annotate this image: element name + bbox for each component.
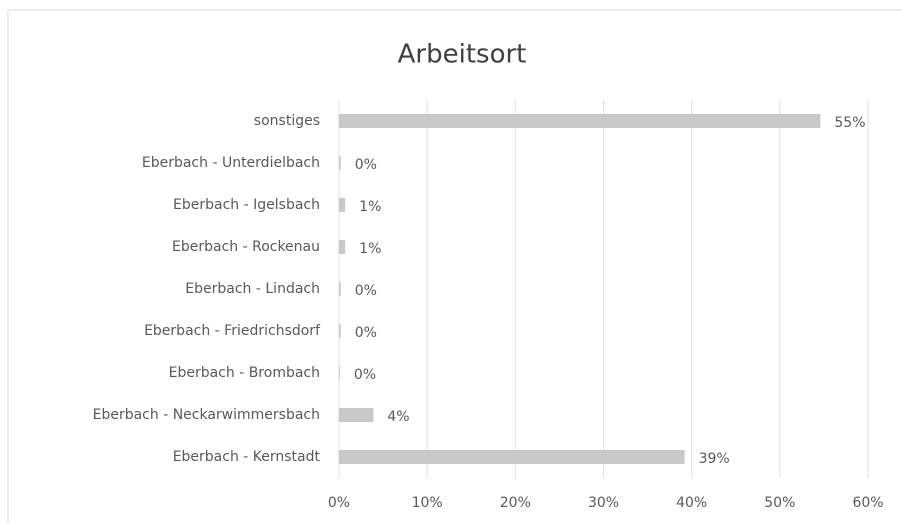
y-tick-label: Eberbach - Neckarwimmersbach [93, 407, 320, 423]
x-tick-label: 50% [764, 495, 795, 511]
bar [339, 408, 374, 422]
y-tick-label: Eberbach - Igelsbach [173, 197, 320, 213]
y-tick-label: Eberbach - Kernstadt [173, 449, 321, 465]
chart-frame [7, 9, 902, 523]
y-tick-label: Eberbach - Lindach [185, 281, 320, 297]
bar [339, 114, 821, 128]
y-tick-label: Eberbach - Friedrichsdorf [144, 323, 321, 339]
data-label: 0% [355, 283, 377, 299]
data-label: 55% [834, 115, 865, 131]
data-label: 1% [359, 241, 381, 257]
y-tick-label: Eberbach - Rockenau [172, 239, 320, 255]
data-label: 0% [354, 367, 376, 383]
y-tick-label: Eberbach - Unterdielbach [142, 155, 320, 171]
x-tick-label: 30% [588, 495, 619, 511]
x-tick-label: 20% [500, 495, 531, 511]
chart-title: Arbeitsort [398, 40, 527, 70]
data-label: 0% [355, 325, 377, 341]
bar [339, 366, 340, 380]
x-tick-label: 10% [412, 495, 443, 511]
x-tick-label: 60% [852, 495, 883, 511]
bar [339, 240, 346, 254]
y-tick-label: Eberbach - Brombach [169, 365, 320, 381]
data-label: 1% [359, 199, 381, 215]
y-tick-label: sonstiges [254, 113, 320, 129]
bar [339, 324, 341, 338]
bar [339, 156, 341, 170]
data-label: 39% [699, 451, 730, 467]
data-label: 4% [387, 409, 409, 425]
x-tick-label: 0% [328, 495, 350, 511]
bar [339, 198, 346, 212]
x-tick-label: 40% [676, 495, 707, 511]
bar [339, 450, 685, 464]
data-label: 0% [355, 157, 377, 173]
bar [339, 282, 341, 296]
